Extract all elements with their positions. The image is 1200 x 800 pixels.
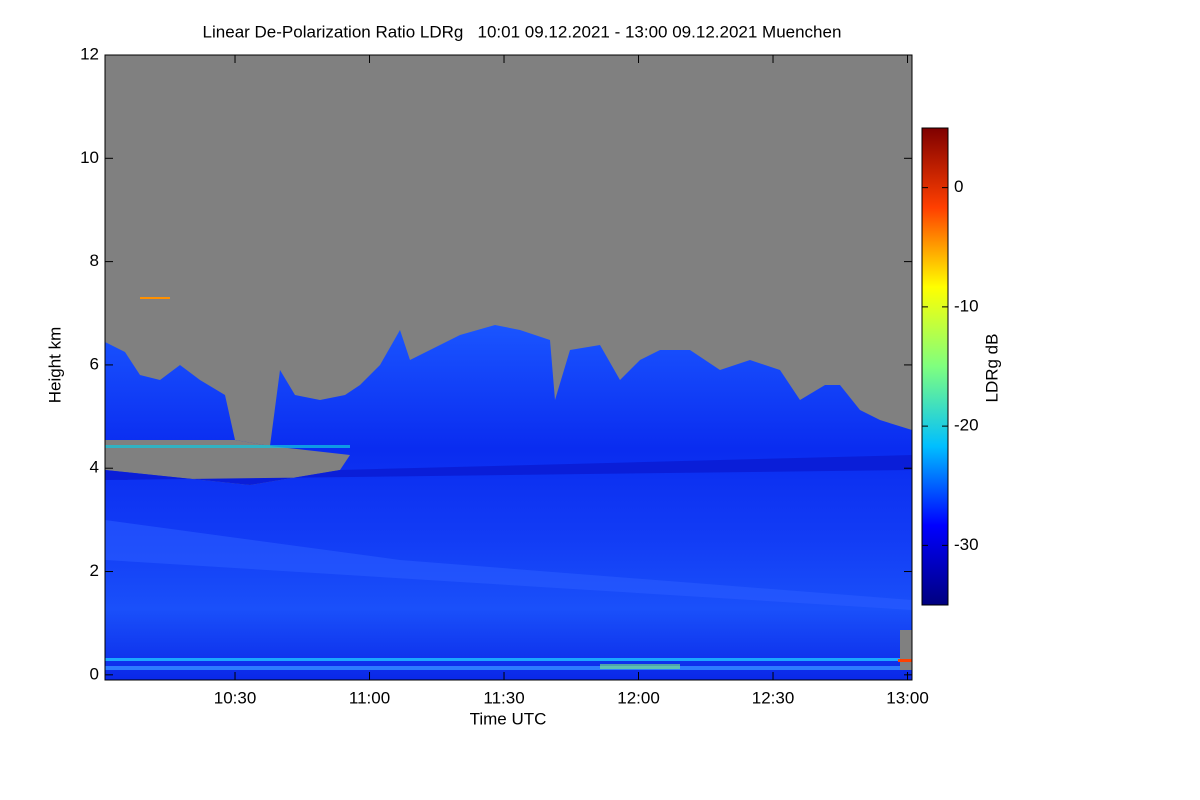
y-tick-label: 12 <box>80 44 99 63</box>
signal-streak <box>600 664 680 669</box>
plot-frame <box>104 54 913 681</box>
colorbar-tick-label: 0 <box>954 177 963 196</box>
x-axis-label: Time UTC <box>470 709 547 728</box>
signal-streak <box>140 297 170 299</box>
y-tick-label: 10 <box>80 148 99 167</box>
no-data-gap <box>105 440 350 485</box>
x-tick-label: 12:00 <box>617 688 660 707</box>
colorbar-tick-label: -10 <box>954 296 979 315</box>
no-data-gap <box>900 630 912 670</box>
signal-streak <box>898 659 912 662</box>
colorbar-tick-label: -30 <box>954 535 979 554</box>
colorbar <box>921 127 949 606</box>
colorbar-tick-label: -20 <box>954 416 979 435</box>
heatmap <box>105 55 912 680</box>
y-tick-label: 0 <box>90 664 99 683</box>
y-axis-label: Height km <box>45 327 64 404</box>
y-tick-label: 4 <box>90 458 99 477</box>
chart-title: Linear De-Polarization Ratio LDRg 10:01 … <box>203 22 842 41</box>
colorbar-label: LDRg dB <box>982 334 1001 403</box>
x-tick-label: 10:30 <box>214 688 257 707</box>
signal-streak <box>105 658 912 661</box>
x-tick-label: 11:00 <box>349 688 390 707</box>
signal-band <box>105 520 912 610</box>
y-tick-label: 2 <box>90 561 99 580</box>
signal-streak <box>105 666 912 670</box>
y-tick-label: 8 <box>90 251 99 270</box>
x-tick-label: 11:30 <box>483 688 524 707</box>
signal-band <box>105 455 912 485</box>
x-tick-label: 13:00 <box>886 688 929 707</box>
x-tick-label: 12:30 <box>752 688 795 707</box>
y-tick-label: 6 <box>90 354 99 373</box>
signal-streak <box>105 445 350 448</box>
